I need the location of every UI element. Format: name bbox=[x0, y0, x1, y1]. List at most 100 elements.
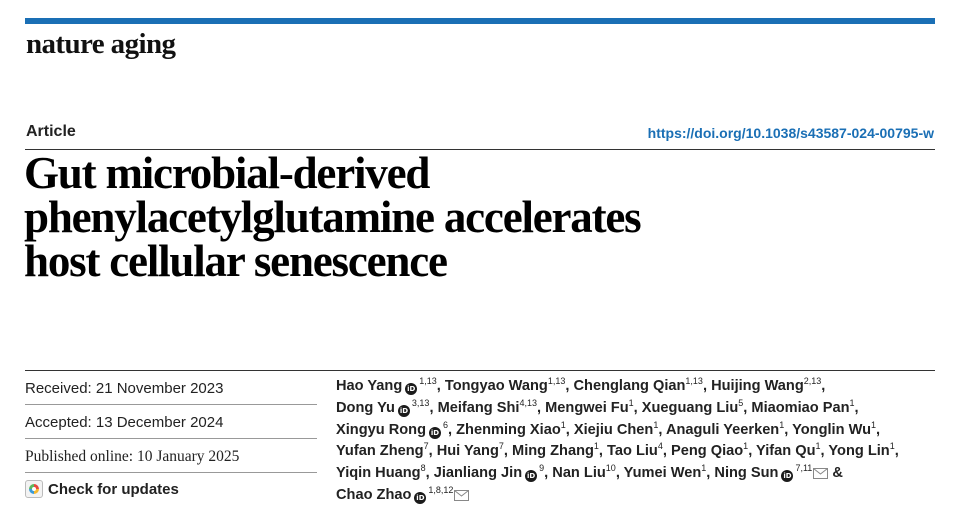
author-name[interactable]: Yiqin Huang bbox=[336, 465, 421, 482]
author-separator: , bbox=[436, 378, 441, 394]
affiliation-marker: 1 bbox=[815, 441, 821, 452]
author-name[interactable]: Yonglin Wu bbox=[792, 421, 872, 438]
affiliation-marker: 7 bbox=[423, 441, 429, 452]
orcid-icon[interactable]: iD bbox=[405, 383, 418, 395]
article-title: Gut microbial-derived phenylacetylglutam… bbox=[24, 148, 924, 284]
author-name[interactable]: Mengwei Fu bbox=[545, 399, 629, 416]
updates-row: Check for updates bbox=[25, 473, 317, 507]
author-separator: , bbox=[784, 421, 789, 438]
author-separator: , bbox=[598, 443, 603, 460]
title-line: Gut microbial-derived bbox=[24, 148, 430, 198]
orcid-icon[interactable]: iD bbox=[397, 404, 410, 417]
affiliation-marker: 1,13 bbox=[419, 376, 437, 386]
author-separator: , bbox=[876, 421, 881, 438]
published-date: Published online: 10 January 2025 bbox=[25, 448, 240, 465]
affiliation-marker: 1 bbox=[779, 419, 785, 430]
affiliation-marker: 1 bbox=[701, 463, 707, 474]
author-name[interactable]: Anaguli Yeerken bbox=[665, 421, 780, 438]
author-name[interactable]: Yumei Wen bbox=[623, 465, 702, 482]
affiliation-marker: 3,13 bbox=[411, 397, 430, 408]
author-name[interactable]: Xueguang Liu bbox=[641, 399, 739, 416]
author-name[interactable]: Meifang Shi bbox=[437, 399, 520, 416]
author-separator: , bbox=[894, 443, 899, 460]
affiliation-marker: 1 bbox=[628, 397, 634, 408]
check-for-updates-button[interactable]: Check for updates bbox=[25, 480, 179, 498]
author-name[interactable]: Dong Yu bbox=[336, 399, 395, 416]
author-name[interactable]: Xiejiu Chen bbox=[573, 421, 654, 438]
author-name[interactable]: Yufan Zheng bbox=[336, 443, 424, 460]
check-updates-label: Check for updates bbox=[48, 480, 179, 498]
author-separator: , bbox=[565, 421, 570, 438]
affiliation-marker: 1 bbox=[653, 419, 659, 430]
affiliation-marker: 1 bbox=[743, 441, 749, 452]
published-row: Published online: 10 January 2025 bbox=[25, 439, 317, 473]
author-name[interactable]: Chao Zhao bbox=[336, 486, 412, 503]
affiliation-marker: 7 bbox=[498, 441, 504, 452]
affiliation-marker: 1,13 bbox=[685, 376, 703, 386]
author-list: Hao Yang iD1,13, Tongyao Wang1,13, Chengl… bbox=[336, 376, 936, 507]
author-line: Chao Zhao iD1,8,12 bbox=[336, 485, 936, 507]
orcid-icon[interactable]: iD bbox=[429, 426, 441, 439]
author-name[interactable]: Jianliang Jin bbox=[433, 465, 523, 482]
author-separator: , bbox=[503, 443, 508, 460]
author-name[interactable]: Tao Liu bbox=[607, 443, 658, 460]
accepted-date: Accepted: 13 December 2024 bbox=[25, 414, 224, 431]
author-name[interactable]: Yong Lin bbox=[828, 443, 890, 460]
author-separator: , bbox=[820, 443, 825, 460]
author-separator: , bbox=[706, 465, 711, 482]
accepted-row: Accepted: 13 December 2024 bbox=[25, 405, 317, 439]
orcid-icon[interactable]: iD bbox=[414, 491, 427, 504]
article-history: Received: 21 November 2023 Accepted: 13 … bbox=[25, 371, 317, 507]
author-name[interactable]: Tongyao Wang bbox=[444, 378, 548, 394]
author-name[interactable]: Ning Sun bbox=[714, 465, 779, 482]
affiliation-marker: 1,13 bbox=[547, 376, 566, 386]
author-separator: , bbox=[854, 399, 859, 416]
email-icon[interactable] bbox=[454, 489, 470, 501]
affiliation-marker: 1 bbox=[871, 419, 877, 430]
author-separator: , bbox=[565, 378, 570, 394]
author-separator: , bbox=[633, 399, 638, 416]
affiliation-marker: 1 bbox=[560, 419, 566, 430]
author-separator: , bbox=[748, 443, 753, 460]
author-name[interactable]: Miaomiao Pan bbox=[751, 399, 850, 416]
meta-divider bbox=[25, 370, 935, 371]
affiliation-marker: 4,13 bbox=[519, 397, 537, 408]
author-separator: , bbox=[537, 399, 542, 416]
affiliation-marker: 1 bbox=[849, 397, 855, 408]
author-name[interactable]: Ming Zhang bbox=[512, 443, 594, 460]
author-name[interactable]: Hao Yang bbox=[336, 378, 403, 394]
author-line: Hao Yang iD1,13, Tongyao Wang1,13, Chengl… bbox=[336, 376, 936, 398]
author-name[interactable]: Zhenming Xiao bbox=[456, 421, 561, 438]
top-accent-bar bbox=[25, 18, 935, 24]
author-name[interactable]: Nan Liu bbox=[552, 465, 606, 482]
received-row: Received: 21 November 2023 bbox=[25, 371, 317, 405]
received-date: Received: 21 November 2023 bbox=[25, 380, 224, 397]
email-icon[interactable] bbox=[813, 468, 829, 480]
affiliation-marker: 4 bbox=[657, 441, 663, 452]
author-separator: , bbox=[448, 421, 453, 438]
affiliation-marker: 1 bbox=[889, 441, 895, 452]
orcid-icon[interactable]: iD bbox=[525, 470, 538, 483]
author-separator: & bbox=[828, 465, 843, 482]
affiliation-marker: 1,8,12 bbox=[428, 484, 454, 495]
author-name[interactable]: Chenglang Qian bbox=[573, 378, 686, 394]
doi-link[interactable]: https://doi.org/10.1038/s43587-024-00795… bbox=[647, 125, 934, 141]
author-separator: , bbox=[658, 421, 663, 438]
affiliation-marker: 7,11 bbox=[795, 463, 813, 474]
orcid-icon[interactable]: iD bbox=[781, 470, 794, 483]
affiliation-marker: 1 bbox=[593, 441, 599, 452]
author-separator: , bbox=[428, 443, 433, 460]
author-name[interactable]: Peng Qiao bbox=[671, 443, 744, 460]
author-name[interactable]: Hui Yang bbox=[436, 443, 499, 460]
check-updates-icon bbox=[25, 480, 43, 498]
journal-logo[interactable]: nature aging bbox=[26, 28, 176, 60]
author-name[interactable]: Yifan Qu bbox=[756, 443, 816, 460]
article-type: Article bbox=[26, 123, 76, 140]
author-name[interactable]: Huijing Wang bbox=[711, 378, 804, 394]
affiliation-marker: 8 bbox=[420, 463, 426, 474]
author-separator: , bbox=[702, 378, 707, 394]
author-name[interactable]: Xingyu Rong bbox=[336, 421, 426, 438]
author-separator: , bbox=[429, 399, 434, 416]
author-separator: , bbox=[743, 399, 748, 416]
author-separator: , bbox=[615, 465, 620, 482]
